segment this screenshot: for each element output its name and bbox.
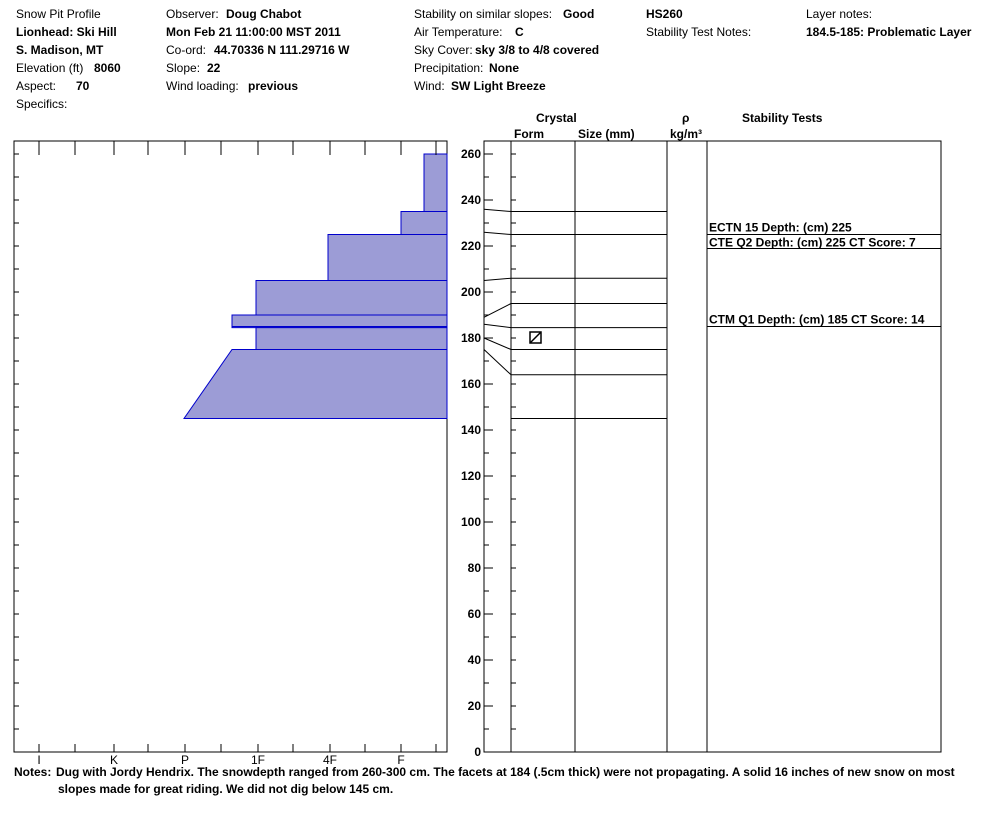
observation-date: Mon Feb 21 11:00:00 MST 2011 xyxy=(166,25,341,39)
hardness-layer xyxy=(423,153,448,212)
layer-connector xyxy=(483,303,512,318)
location: Lionhead: Ski Hill xyxy=(16,25,117,39)
hardness-layer xyxy=(255,327,448,350)
depth-axis: 0 20 40 60 80 100 120 140 160 180 200 220 240 260 xyxy=(461,147,516,759)
depth-tick-label: 260 xyxy=(461,147,481,161)
hardness-frame xyxy=(13,140,448,753)
stability-label: Stability on similar slopes: xyxy=(414,7,553,21)
region: S. Madison, MT xyxy=(16,43,104,57)
depth-tick-label: 140 xyxy=(461,423,481,437)
form-header: Form xyxy=(514,127,544,141)
crystal-form-symbol-diagonal xyxy=(529,331,542,344)
depth-tick-label: 80 xyxy=(468,561,482,575)
hardness-label: K xyxy=(110,753,118,767)
depth-tick-label: 100 xyxy=(461,515,481,529)
notes-line-2: slopes made for great riding. We did not… xyxy=(58,782,394,796)
stability-test-label: CTM Q1 Depth: (cm) 185 CT Score: 14 xyxy=(709,313,925,327)
slope-label: Slope: xyxy=(166,61,201,75)
notes-label: Notes: xyxy=(14,765,52,779)
hardness-label: I xyxy=(37,753,40,767)
hardness-layer xyxy=(255,280,448,316)
stability-notes-label: Stability Test Notes: xyxy=(646,25,752,39)
hardness-layer xyxy=(400,211,448,235)
elevation-label: Elevation (ft) xyxy=(16,61,84,75)
hardness-label: 4F xyxy=(323,753,337,767)
hardness-plot: I K P 1F 4F F xyxy=(13,140,448,767)
air-temp-value: C xyxy=(515,25,524,39)
layer-connector xyxy=(483,231,512,235)
hardness-layer xyxy=(327,234,448,281)
depth-tick-label: 60 xyxy=(468,607,482,621)
hs-value: HS260 xyxy=(646,7,683,21)
depth-tick-label: 120 xyxy=(461,469,481,483)
crystal-header: Crystal xyxy=(536,111,577,125)
stability-value: Good xyxy=(563,7,595,21)
layer-notes-label: Layer notes: xyxy=(806,7,873,21)
layer-connector xyxy=(483,277,512,281)
elevation-value: 8060 xyxy=(94,61,121,75)
layer-connector xyxy=(483,208,512,212)
depth-tick-label: 200 xyxy=(461,285,481,299)
profile-title: Snow Pit Profile xyxy=(16,7,101,21)
coord-label: Co-ord: xyxy=(166,43,207,57)
stability-tests-header: Stability Tests xyxy=(742,111,823,125)
aspect-label: Aspect: xyxy=(16,79,57,93)
size-header: Size (mm) xyxy=(578,127,635,141)
wind-label: Wind: xyxy=(414,79,445,93)
hardness-label: F xyxy=(397,753,404,767)
aspect-value: 70 xyxy=(76,79,90,93)
depth-tick-label: 20 xyxy=(468,699,482,713)
specifics-label: Specifics: xyxy=(16,97,68,111)
hardness-layer xyxy=(183,349,448,419)
sky-value: sky 3/8 to 4/8 covered xyxy=(475,43,600,57)
depth-tick-label: 160 xyxy=(461,377,481,391)
stability-test-label: ECTN 15 Depth: (cm) 225 xyxy=(709,221,852,235)
crystal-form-symbol xyxy=(529,331,542,344)
observer-label: Observer: xyxy=(166,7,219,21)
hardness-label: P xyxy=(181,753,189,767)
depth-tick-label: 220 xyxy=(461,239,481,253)
layer-connector xyxy=(483,323,512,329)
depth-tick-label: 180 xyxy=(461,331,481,345)
depth-tick-label: 40 xyxy=(468,653,482,667)
layer-notes-value: 184.5-185: Problematic Layer xyxy=(806,25,972,39)
wind-loading-label: Wind loading: xyxy=(166,79,239,93)
wind-value: SW Light Breeze xyxy=(451,79,546,93)
slope-value: 22 xyxy=(207,61,221,75)
depth-tick-label: 0 xyxy=(474,745,481,759)
stability-test-label: CTE Q2 Depth: (cm) 225 CT Score: 7 xyxy=(709,236,916,250)
observer-value: Doug Chabot xyxy=(226,7,302,21)
layer-connector xyxy=(483,349,512,376)
columns-frame xyxy=(483,140,942,753)
notes-line-1: Dug with Jordy Hendrix. The snowdepth ra… xyxy=(56,765,955,779)
precip-value: None xyxy=(489,61,519,75)
density-symbol: ρ xyxy=(682,111,690,125)
hardness-label: 1F xyxy=(251,753,265,767)
hardness-layer xyxy=(231,314,448,327)
density-unit: kg/m³ xyxy=(670,127,703,141)
precip-label: Precipitation: xyxy=(414,61,484,75)
depth-tick-label: 240 xyxy=(461,193,481,207)
layer-connector xyxy=(483,337,512,350)
air-temp-label: Air Temperature: xyxy=(414,25,503,39)
wind-loading-value: previous xyxy=(248,79,299,93)
coord-value: 44.70336 N 111.29716 W xyxy=(214,43,350,57)
sky-label: Sky Cover: xyxy=(414,43,473,57)
